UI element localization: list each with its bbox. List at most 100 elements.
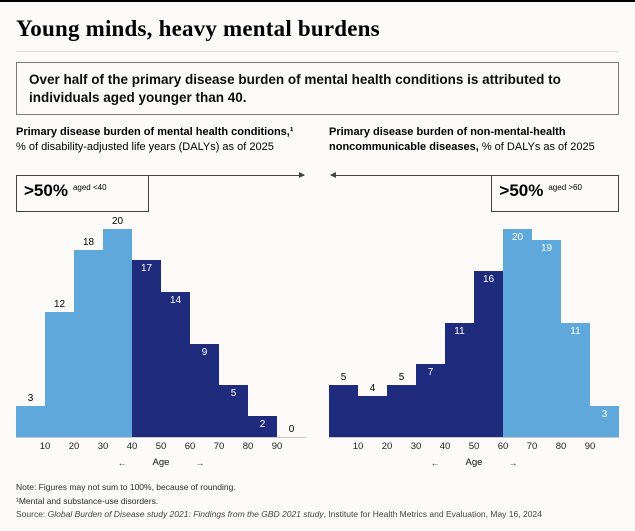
x-tick-label: 90 (584, 441, 596, 453)
kicker-text: Over half of the primary disease burden … (29, 72, 561, 105)
annotation-arrow-line (149, 172, 305, 179)
x-tick-label: 20 (68, 441, 80, 453)
annotation-value: >50% (499, 181, 544, 201)
x-tick-label: 30 (97, 441, 109, 453)
chart-title-bold: Primary disease burden of mental health … (16, 126, 294, 139)
x-axis-ticks: 10 20 30 40 50 60 70 80 90 (329, 441, 619, 454)
left-arrow-icon: ← (430, 457, 440, 468)
source-title: Global Burden of Disease study 2021: Fin… (47, 508, 324, 519)
bar-value-label: 9 (201, 346, 208, 358)
x-tick-label: 60 (184, 441, 196, 453)
x-tick-label: 70 (213, 441, 225, 453)
bar: 2 (248, 416, 277, 438)
footer: Note: Figures may not sum to 100%, becau… (16, 481, 619, 521)
x-tick-label: 80 (242, 441, 254, 453)
bar: 9 (190, 343, 219, 438)
bar: 5 (329, 372, 358, 438)
x-tick-label: 10 (352, 441, 364, 453)
bar: 14 (161, 291, 190, 438)
x-axis-ticks: 10 20 30 40 50 60 70 80 90 (16, 441, 306, 454)
bar: 18 (74, 237, 103, 438)
footer-footnote: ¹Mental and substance-use disorders. (16, 495, 159, 506)
chart-title-regular: % of disability-adjusted life years (DAL… (16, 140, 274, 153)
x-tick-label: 10 (39, 441, 51, 453)
annotation-caption: aged <40 (72, 183, 107, 193)
bar-value-label: 4 (369, 382, 376, 394)
title-divider (16, 51, 619, 52)
age-label: Age (465, 457, 483, 469)
bar-value-label: 12 (53, 299, 66, 311)
x-tick-label: 20 (381, 441, 393, 453)
annotation-arrow-line (330, 172, 492, 179)
left-arrow-icon: ← (117, 457, 127, 468)
bar: 5 (219, 385, 248, 438)
annotation-caption: aged >60 (548, 183, 582, 193)
chart-title: Primary disease burden of mental health … (16, 125, 306, 173)
bar: 11 (561, 322, 590, 438)
bar: 12 (45, 299, 74, 438)
x-tick-label: 40 (126, 441, 138, 453)
chart-title-bold: Primary disease burden of non-mental-hea… (329, 126, 566, 153)
bar-value-label: 14 (169, 294, 182, 306)
x-tick-label: 90 (271, 441, 283, 453)
chart-title: Primary disease burden of non-mental-hea… (329, 125, 619, 173)
bar: 20 (503, 229, 532, 438)
bar-value-label: 11 (454, 325, 465, 337)
annotation-value: >50% (24, 181, 68, 201)
chart-noncommunicable: Primary disease burden of non-mental-hea… (329, 125, 619, 468)
x-tick-label: 50 (468, 441, 480, 453)
bar-value-label: 3 (601, 408, 608, 420)
bar-value-label: 5 (340, 372, 347, 384)
chart-mental-health: Primary disease burden of mental health … (16, 125, 306, 468)
x-tick-label: 50 (155, 441, 167, 453)
bar: 17 (132, 260, 161, 438)
x-tick-label: 70 (526, 441, 538, 453)
bar: 20 (103, 216, 132, 438)
x-tick-label: 60 (497, 441, 509, 453)
bar-value-label: 5 (230, 388, 237, 400)
bar-value-label: 11 (570, 325, 581, 337)
age-label: Age (152, 457, 170, 469)
bar: 11 (445, 322, 474, 438)
bar-value-label: 18 (82, 236, 95, 248)
arrowhead-left-icon (330, 172, 336, 179)
right-arrow-icon: → (508, 457, 518, 468)
bar-value-label: 20 (111, 216, 124, 228)
bar-value-label: 7 (427, 367, 434, 379)
bar: 7 (416, 364, 445, 438)
bar: 16 (474, 270, 503, 438)
bar-value-label: 3 (27, 392, 34, 404)
bar-value-label: 17 (140, 263, 153, 275)
bar-value-label: 0 (288, 424, 295, 436)
bar: 3 (590, 405, 619, 438)
bar-value-label: 2 (259, 419, 266, 431)
bar-value-label: 19 (540, 242, 553, 254)
footer-source: Source: Global Burden of Disease study 2… (16, 508, 619, 521)
right-arrow-icon: → (195, 457, 205, 468)
kicker-box: Over half of the primary disease burden … (16, 62, 619, 116)
footer-note: Note: Figures may not sum to 100%, becau… (16, 482, 236, 493)
bar: 4 (358, 383, 387, 438)
x-tick-label: 40 (439, 441, 451, 453)
bars: 3 12 18 20 17 14 9 5 2 0 (16, 175, 306, 438)
annotation-callout-right: >50% aged >60 (491, 175, 619, 213)
x-axis-label: ← Age → (16, 457, 306, 468)
histogram-mental-health: 3 12 18 20 17 14 9 5 2 0 >50% aged <40 (16, 172, 306, 439)
charts-row: Primary disease burden of mental health … (16, 125, 619, 468)
bar: 5 (387, 372, 416, 438)
source-prefix: Source: (16, 508, 48, 519)
bar-value-label: 20 (511, 232, 524, 244)
bar-value-label: 16 (482, 273, 495, 285)
x-tick-label: 80 (555, 441, 567, 453)
chart-title-regular: % of DALYs as of 2025 (481, 140, 595, 153)
source-suffix: , Institute for Health Metrics and Evalu… (323, 508, 542, 519)
bar-value-label: 5 (398, 372, 405, 384)
arrowhead-right-icon (299, 172, 305, 179)
page-title: Young minds, heavy mental burdens (16, 16, 380, 41)
x-axis-label: ← Age → (329, 457, 619, 468)
bar: 3 (16, 393, 45, 438)
bars: 5 4 5 7 11 16 20 19 11 3 (329, 175, 619, 438)
annotation-callout-left: >50% aged <40 (16, 175, 150, 213)
x-tick-label: 30 (410, 441, 422, 453)
